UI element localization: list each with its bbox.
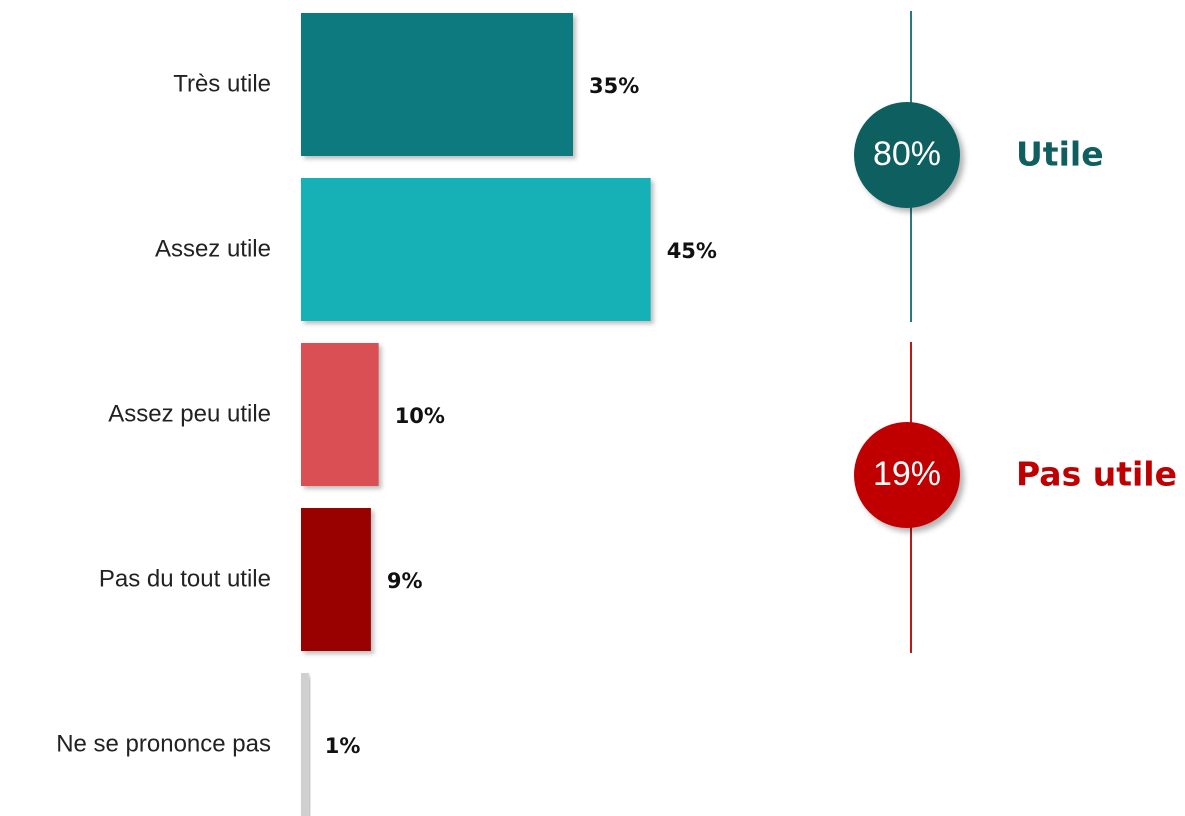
- bar-assez-utile: [301, 178, 651, 321]
- bar-pas-du-tout-utile: [301, 508, 371, 651]
- summary-circle-pas-utile: [854, 422, 960, 528]
- value-label: 45%: [667, 239, 717, 263]
- value-label: 9%: [387, 569, 423, 593]
- value-label: 35%: [589, 74, 639, 98]
- value-label: 1%: [325, 734, 361, 758]
- summary-value-pas-utile: 19%: [873, 455, 941, 493]
- bar-assez-peu-utile: [301, 343, 379, 486]
- category-label: Ne se prononce pas: [56, 730, 271, 757]
- bar-ne-se-prononce-pas: [301, 673, 309, 816]
- summary-value-utile: 80%: [873, 135, 941, 173]
- category-label: Très utile: [173, 70, 271, 97]
- category-label: Assez peu utile: [108, 400, 271, 427]
- category-label: Pas du tout utile: [99, 565, 271, 592]
- value-label: 10%: [395, 404, 445, 428]
- summary-circle-utile: [854, 102, 960, 208]
- category-label: Assez utile: [155, 235, 271, 262]
- summary-label-pas-utile: Pas utile: [1016, 455, 1177, 494]
- bar-tres-utile: [301, 13, 573, 156]
- summary-label-utile: Utile: [1016, 135, 1104, 174]
